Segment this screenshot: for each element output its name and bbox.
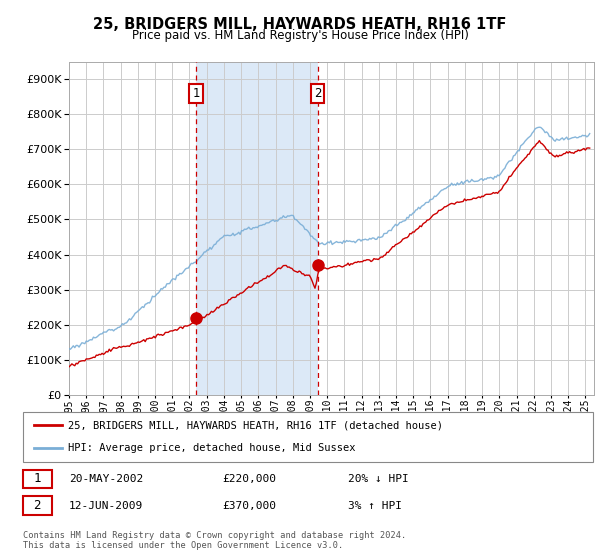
Text: 1: 1 <box>192 87 200 100</box>
Text: £220,000: £220,000 <box>222 474 276 484</box>
Text: 25, BRIDGERS MILL, HAYWARDS HEATH, RH16 1TF: 25, BRIDGERS MILL, HAYWARDS HEATH, RH16 … <box>94 17 506 31</box>
Text: Contains HM Land Registry data © Crown copyright and database right 2024.
This d: Contains HM Land Registry data © Crown c… <box>23 531 406 550</box>
Text: Price paid vs. HM Land Registry's House Price Index (HPI): Price paid vs. HM Land Registry's House … <box>131 29 469 42</box>
Text: 20% ↓ HPI: 20% ↓ HPI <box>348 474 409 484</box>
Text: 3% ↑ HPI: 3% ↑ HPI <box>348 501 402 511</box>
Text: 1: 1 <box>34 472 41 486</box>
Text: 2: 2 <box>314 87 322 100</box>
Text: 12-JUN-2009: 12-JUN-2009 <box>69 501 143 511</box>
Text: HPI: Average price, detached house, Mid Sussex: HPI: Average price, detached house, Mid … <box>68 444 355 454</box>
Bar <box>196 62 318 395</box>
Text: 2: 2 <box>34 499 41 512</box>
Text: 25, BRIDGERS MILL, HAYWARDS HEATH, RH16 1TF (detached house): 25, BRIDGERS MILL, HAYWARDS HEATH, RH16 … <box>68 420 443 430</box>
Text: £370,000: £370,000 <box>222 501 276 511</box>
Text: 20-MAY-2002: 20-MAY-2002 <box>69 474 143 484</box>
